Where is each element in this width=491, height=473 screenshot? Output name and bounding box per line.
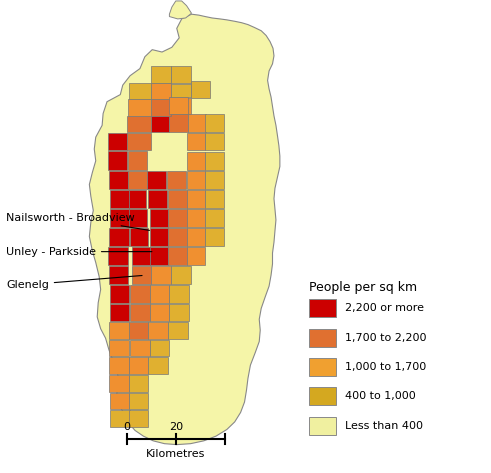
Polygon shape [129, 209, 147, 227]
Polygon shape [187, 133, 205, 150]
Polygon shape [168, 247, 187, 265]
Polygon shape [151, 99, 171, 116]
Polygon shape [169, 1, 191, 19]
Polygon shape [151, 266, 171, 284]
Polygon shape [187, 247, 205, 265]
Polygon shape [205, 114, 224, 132]
Polygon shape [127, 133, 151, 150]
Polygon shape [128, 171, 147, 189]
Polygon shape [205, 190, 224, 208]
Text: 0: 0 [123, 422, 130, 432]
Polygon shape [205, 171, 224, 189]
Text: Less than 400: Less than 400 [345, 420, 423, 431]
Polygon shape [150, 209, 168, 227]
Polygon shape [168, 209, 187, 227]
Polygon shape [148, 190, 167, 208]
Text: Kilometres: Kilometres [146, 449, 205, 459]
Polygon shape [147, 171, 166, 189]
Polygon shape [151, 83, 171, 99]
Polygon shape [169, 285, 189, 303]
Text: 1,000 to 1,700: 1,000 to 1,700 [345, 362, 426, 372]
Polygon shape [129, 83, 151, 99]
Polygon shape [110, 190, 129, 208]
Polygon shape [169, 97, 188, 114]
Text: Unley - Parkside: Unley - Parkside [6, 246, 152, 257]
Polygon shape [130, 228, 148, 246]
Polygon shape [171, 66, 191, 83]
Polygon shape [191, 81, 210, 98]
Polygon shape [148, 322, 168, 339]
Polygon shape [205, 228, 224, 246]
Text: Nailsworth - Broadview: Nailsworth - Broadview [6, 212, 149, 230]
Polygon shape [110, 285, 129, 303]
Polygon shape [167, 171, 186, 189]
Polygon shape [108, 247, 128, 265]
Polygon shape [108, 151, 127, 170]
Bar [309, 387, 336, 405]
Polygon shape [110, 393, 129, 409]
Polygon shape [132, 266, 151, 284]
Text: 1,700 to 2,200: 1,700 to 2,200 [345, 333, 427, 343]
Polygon shape [129, 190, 146, 208]
Polygon shape [169, 114, 188, 132]
Polygon shape [171, 98, 191, 114]
Text: 20: 20 [169, 422, 183, 432]
Polygon shape [130, 304, 150, 321]
Polygon shape [171, 84, 191, 97]
Polygon shape [169, 304, 189, 321]
Polygon shape [130, 340, 150, 356]
Polygon shape [151, 116, 169, 132]
Polygon shape [187, 152, 205, 170]
Bar [309, 358, 336, 376]
Text: 2,200 or more: 2,200 or more [345, 303, 424, 314]
Polygon shape [151, 66, 171, 83]
Polygon shape [205, 152, 224, 170]
Polygon shape [127, 116, 151, 132]
Polygon shape [150, 247, 168, 265]
Polygon shape [129, 375, 148, 392]
Polygon shape [168, 228, 187, 246]
Polygon shape [187, 171, 205, 189]
Polygon shape [128, 99, 151, 116]
Polygon shape [150, 304, 169, 321]
Polygon shape [130, 285, 150, 303]
Polygon shape [168, 190, 187, 208]
Bar [309, 299, 336, 317]
Polygon shape [110, 304, 129, 321]
Polygon shape [128, 151, 147, 170]
Polygon shape [109, 266, 128, 284]
Polygon shape [188, 114, 206, 132]
Polygon shape [109, 322, 129, 339]
Polygon shape [89, 14, 280, 445]
Polygon shape [109, 171, 128, 189]
Polygon shape [187, 190, 205, 208]
Polygon shape [109, 375, 129, 392]
Polygon shape [168, 322, 188, 339]
Polygon shape [205, 209, 224, 227]
Polygon shape [110, 209, 129, 227]
Polygon shape [148, 357, 168, 374]
Polygon shape [205, 133, 224, 150]
Polygon shape [171, 266, 191, 284]
Polygon shape [187, 228, 205, 246]
Polygon shape [150, 285, 169, 303]
Polygon shape [187, 209, 205, 227]
Polygon shape [108, 133, 127, 150]
Text: Glenelg: Glenelg [6, 275, 142, 290]
Polygon shape [129, 322, 148, 339]
Polygon shape [109, 228, 129, 246]
Polygon shape [109, 340, 129, 356]
Polygon shape [129, 393, 148, 409]
Bar [309, 417, 336, 435]
Text: People per sq km: People per sq km [309, 281, 417, 294]
Polygon shape [132, 247, 150, 265]
Polygon shape [150, 340, 169, 356]
Polygon shape [129, 410, 148, 427]
Bar [309, 329, 336, 347]
Text: 400 to 1,000: 400 to 1,000 [345, 391, 416, 402]
Polygon shape [109, 357, 129, 374]
Polygon shape [150, 228, 168, 246]
Polygon shape [129, 357, 148, 374]
Polygon shape [110, 410, 130, 427]
